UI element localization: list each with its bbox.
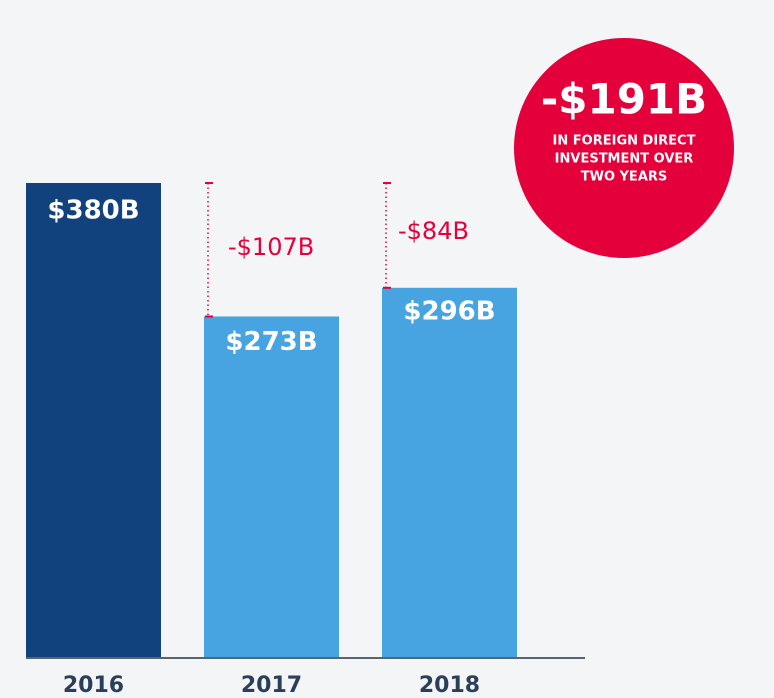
callout-circle <box>514 38 734 258</box>
callout-text: IN FOREIGN DIRECT <box>553 134 696 149</box>
change-label: -$84B <box>398 217 469 245</box>
change-label: -$107B <box>228 233 314 261</box>
value-label: $380B <box>47 196 139 226</box>
x-tick-label: 2018 <box>419 673 480 698</box>
value-label: $273B <box>225 327 317 357</box>
bar <box>26 183 161 657</box>
callout-value: -$191B <box>541 75 707 124</box>
value-label: $296B <box>403 296 495 326</box>
callout-text: TWO YEARS <box>581 170 668 185</box>
bar <box>382 287 517 657</box>
callout-text: INVESTMENT OVER <box>555 152 694 167</box>
bar <box>204 316 339 657</box>
x-tick-label: 2017 <box>241 673 302 698</box>
x-tick-label: 2016 <box>63 673 124 698</box>
